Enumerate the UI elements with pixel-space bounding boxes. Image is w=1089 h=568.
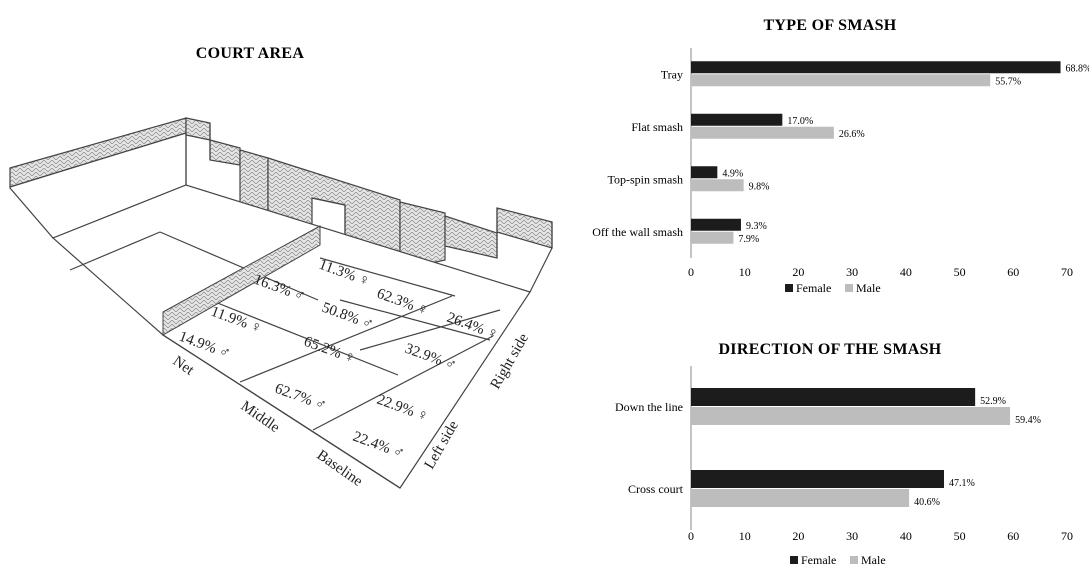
bar-female [691, 113, 783, 126]
legend-swatch-male [850, 556, 858, 564]
data-label: 4.9% [722, 168, 743, 179]
x-tick-label: 50 [954, 265, 966, 279]
back-wall-hatch-4 [399, 201, 446, 271]
bar-male [691, 179, 744, 192]
x-tick-label: 0 [688, 265, 694, 279]
category-label: Top-spin smash [608, 172, 684, 186]
type-of-smash-chart: TYPE OF SMASH Tray 68.8% 55.7% Flat smash 17… [592, 17, 1089, 295]
data-label: 9.3% [746, 221, 767, 232]
data-label: 40.6% [914, 497, 940, 508]
data-label: 7.9% [738, 234, 759, 245]
x-tick-label: 10 [739, 529, 751, 543]
x-tick-label: 60 [1007, 265, 1019, 279]
x-tick-label: 20 [792, 529, 804, 543]
bar-male [691, 74, 991, 87]
chart-title: DIRECTION OF THE SMASH [718, 341, 941, 358]
chart-title: TYPE OF SMASH [763, 17, 896, 34]
data-label: 59.4% [1015, 415, 1041, 426]
x-tick-label: 30 [846, 529, 858, 543]
bar-male [691, 489, 910, 507]
data-label: 17.0% [787, 116, 813, 127]
bar-female [691, 218, 741, 231]
court-area-diagram: COURT AREA 11.3% ♀ 16.3% ♂ 62.3% [9, 45, 553, 490]
data-label: 68.8% [1066, 63, 1089, 74]
left-wall-end-hatch [185, 117, 211, 141]
x-tick-label: 50 [954, 529, 966, 543]
category-label: Off the wall smash [592, 225, 683, 239]
legend-label: Female [801, 553, 836, 567]
category-label: Down the line [615, 400, 683, 414]
x-tick-label: 10 [739, 265, 751, 279]
court-floor [51, 184, 531, 489]
x-tick-label: 70 [1061, 529, 1073, 543]
category-label: Tray [661, 67, 683, 81]
data-label: 47.1% [949, 478, 975, 489]
bar-female [691, 61, 1061, 74]
category-label: Cross court [628, 482, 684, 496]
label-net: Net [170, 353, 198, 379]
bar-male [691, 231, 734, 244]
legend-swatch-female [785, 284, 793, 292]
bar-female [691, 470, 944, 488]
x-tick-label: 30 [846, 265, 858, 279]
right-end-hatch [496, 207, 553, 249]
data-label: 55.7% [995, 76, 1021, 87]
bar-male [691, 407, 1011, 425]
x-tick-label: 20 [792, 265, 804, 279]
x-tick-label: 40 [900, 529, 912, 543]
x-tick-label: 40 [900, 265, 912, 279]
legend-label: Male [856, 281, 881, 295]
court-area-title: COURT AREA [196, 45, 305, 62]
x-tick-label: 0 [688, 529, 694, 543]
bar-male [691, 126, 834, 139]
data-label: 26.6% [839, 129, 865, 140]
data-label: 9.8% [749, 181, 770, 192]
back-wall-hatch-1 [209, 139, 241, 166]
category-label: Flat smash [631, 120, 683, 134]
data-label: 52.9% [980, 396, 1006, 407]
right-wall-hatch [444, 215, 498, 259]
legend-label: Female [796, 281, 831, 295]
legend-label: Male [861, 553, 886, 567]
bar-female [691, 388, 976, 406]
x-tick-label: 60 [1007, 529, 1019, 543]
legend-swatch-female [790, 556, 798, 564]
court-net [162, 225, 321, 336]
x-tick-label: 70 [1061, 265, 1073, 279]
legend-swatch-male [845, 284, 853, 292]
bar-female [691, 166, 718, 179]
direction-of-smash-chart: DIRECTION OF THE SMASH Down the line 52.9… [615, 341, 1073, 567]
